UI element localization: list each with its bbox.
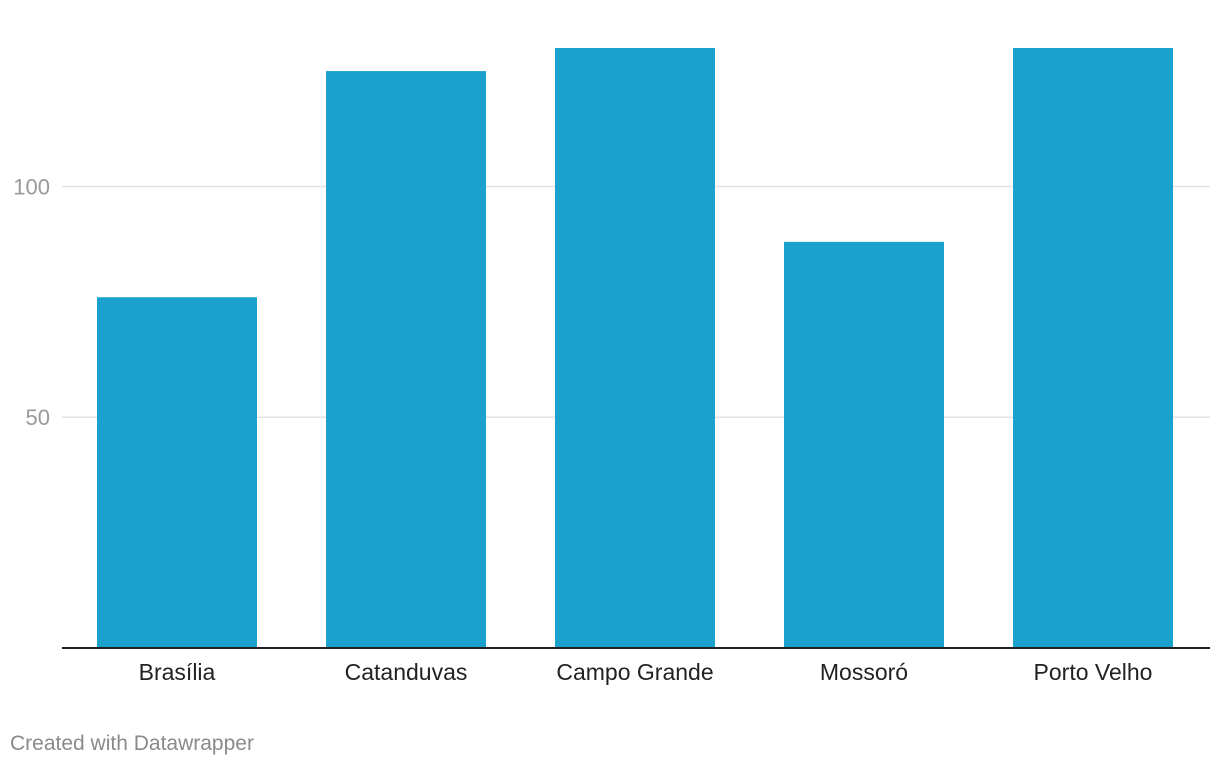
y-tick-label-100: 100 xyxy=(13,174,50,199)
y-tick-labels: 50 100 xyxy=(13,174,50,430)
bars xyxy=(97,48,1173,649)
bar-4[interactable] xyxy=(784,241,944,648)
category-labels: Brasília Catanduvas Campo Grande Mossoró Por… xyxy=(139,659,1153,685)
category-label-3: Campo Grande xyxy=(556,659,713,685)
bar-1[interactable] xyxy=(97,297,257,648)
bar-2[interactable] xyxy=(326,71,486,649)
bar-3[interactable] xyxy=(555,48,715,648)
category-label-5: Porto Velho xyxy=(1034,659,1153,685)
y-tick-label-50: 50 xyxy=(26,405,50,430)
category-label-2: Catanduvas xyxy=(345,659,468,685)
credit-text[interactable]: Created with Datawrapper xyxy=(10,732,254,755)
bar-5[interactable] xyxy=(1013,48,1173,648)
category-label-4: Mossoró xyxy=(820,659,908,685)
category-label-1: Brasília xyxy=(139,659,216,685)
